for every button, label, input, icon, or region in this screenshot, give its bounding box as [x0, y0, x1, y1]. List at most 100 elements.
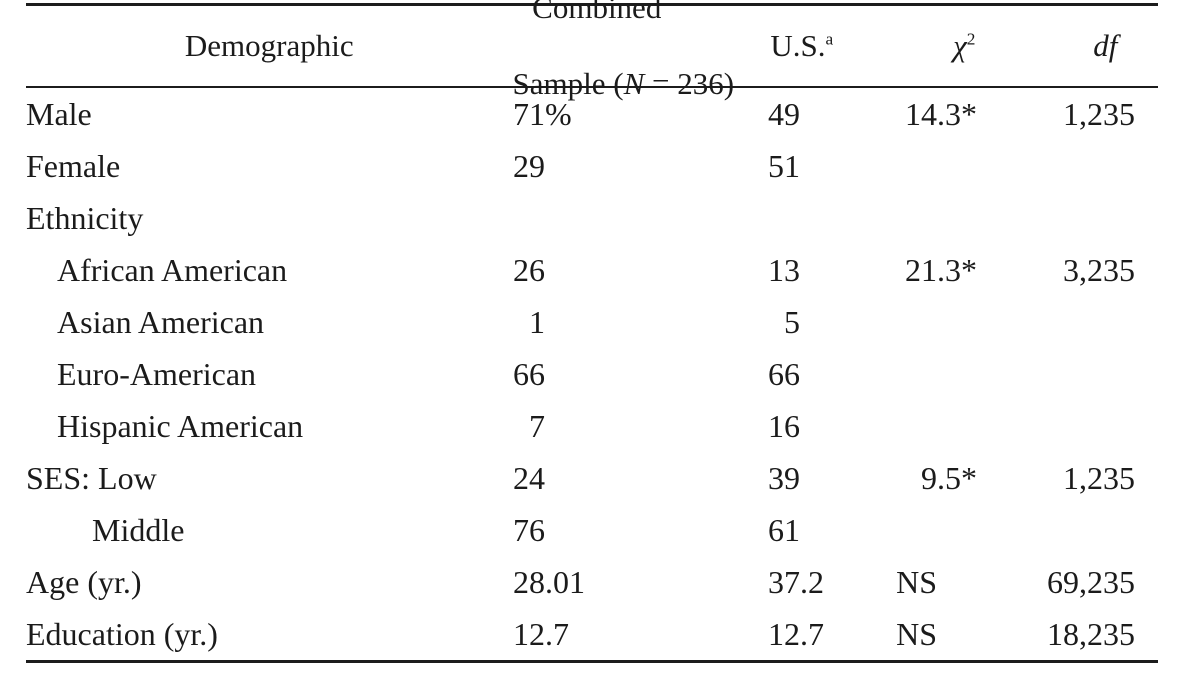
row-label: Euro-American [57, 355, 257, 392]
table-row: SES: Low 24 39 9.5* 1,235 [26, 452, 1158, 504]
value-frac [800, 252, 876, 289]
header-df-label: df [1093, 28, 1118, 63]
value-int: 76 [513, 511, 545, 548]
us-value: 39 [681, 460, 876, 497]
value-frac [800, 96, 876, 133]
table-row: Hispanic American 7 16 [26, 400, 1158, 452]
us-value: 16 [681, 408, 876, 445]
table-row: Male 71% 49 14.3* 1,235 [26, 88, 1158, 140]
table-row: African American 26 13 21.3* 3,235 [26, 244, 1158, 296]
value-frac [800, 408, 876, 445]
value-frac [937, 564, 1006, 601]
header-sample-pre: Sample ( [512, 66, 624, 101]
value-frac [545, 460, 681, 497]
combined-sample-value: 29 [466, 148, 681, 185]
df-value: 3,235 [1063, 251, 1135, 288]
header-us-label: U.S. [770, 28, 826, 63]
us-value: 12.7 [681, 616, 876, 653]
row-label: Middle [92, 511, 185, 548]
table-row: Education (yr.) 12.7 12.7 NS 18,235 [26, 608, 1158, 660]
value-frac [800, 512, 876, 549]
value-frac [800, 304, 876, 341]
combined-sample-value: 1 [466, 304, 681, 341]
value-int: 28 [513, 563, 545, 600]
value-int: 61 [768, 511, 800, 548]
value-int: 49 [768, 95, 800, 132]
row-label: Hispanic American [57, 407, 304, 444]
table-header-row: Demographic Combined Sample (N = 236) U.… [26, 0, 1158, 101]
chi-symbol: χ [953, 28, 967, 63]
value-int: 24 [513, 459, 545, 496]
value-int: 7 [529, 407, 545, 444]
value-int: 16 [768, 407, 800, 444]
row-label: Ethnicity [26, 199, 144, 236]
row-label: Female [26, 147, 121, 184]
combined-sample-value: 28.01 [466, 564, 681, 601]
combined-sample-value: 66 [466, 356, 681, 393]
value-int: 13 [768, 251, 800, 288]
header-us-footnote-marker: a [825, 29, 834, 49]
combined-sample-value: 12.7 [466, 616, 681, 653]
value-int: 26 [513, 251, 545, 288]
row-label: Asian American [57, 303, 265, 340]
us-value: 13 [681, 252, 876, 289]
df-value: 1,235 [1063, 459, 1135, 496]
table-row: Ethnicity [26, 192, 1158, 244]
value-int: 12 [513, 615, 545, 652]
combined-sample-value: 24 [466, 460, 681, 497]
df-value: 18,235 [1047, 615, 1135, 652]
value-frac: .01 [545, 563, 585, 600]
row-label: SES: Low [26, 459, 157, 496]
value-frac [545, 148, 681, 185]
value-int: 1 [529, 303, 545, 340]
us-value: 5 [681, 304, 876, 341]
demographics-table: Demographic Combined Sample (N = 236) U.… [26, 0, 1158, 663]
chi-square-value: 9.5* [876, 460, 1006, 497]
value-int: 66 [768, 355, 800, 392]
value-int: 5 [784, 303, 800, 340]
value-int: 39 [768, 459, 800, 496]
value-frac [800, 148, 876, 185]
row-label: Male [26, 95, 92, 132]
combined-sample-value: 26 [466, 252, 681, 289]
value-int: 29 [513, 147, 545, 184]
value-frac: .5* [937, 459, 977, 496]
value-int: 51 [768, 147, 800, 184]
value-frac: .7 [545, 615, 569, 652]
combined-sample-value: 7 [466, 408, 681, 445]
us-value: 61 [681, 512, 876, 549]
header-combined-sample: Combined Sample (N = 236) [466, 0, 735, 141]
chi-square-value: NS [876, 564, 1006, 601]
table-body: Male 71% 49 14.3* 1,235 Female 29 51 Eth… [26, 88, 1158, 663]
value-int: 66 [513, 355, 545, 392]
table-row: Middle 76 61 [26, 504, 1158, 556]
us-value: 66 [681, 356, 876, 393]
value-int: 71 [513, 95, 545, 132]
value-int: 9 [921, 459, 937, 496]
chi-square-value: 14.3* [876, 96, 1006, 133]
us-value: 37.2 [681, 564, 876, 601]
value-int: NS [896, 615, 937, 652]
header-demographic-label: Demographic [184, 28, 354, 63]
value-frac: .7 [800, 615, 824, 652]
chi-square-value: 21.3* [876, 252, 1006, 289]
value-frac [545, 356, 681, 393]
table-row: Euro-American 66 66 [26, 348, 1158, 400]
value-int: 21 [905, 251, 937, 288]
value-frac: % [545, 95, 572, 132]
row-label: African American [57, 251, 288, 288]
df-value: 69,235 [1047, 563, 1135, 600]
value-frac [800, 460, 876, 497]
table-row: Age (yr.) 28.01 37.2 NS 69,235 [26, 556, 1158, 608]
chi-square-value: NS [876, 616, 1006, 653]
value-int: 14 [905, 95, 937, 132]
value-int: NS [896, 563, 937, 600]
header-sample-post: = 236) [644, 66, 735, 101]
header-combined-line1: Combined [532, 0, 662, 25]
value-frac [545, 512, 681, 549]
value-int: 12 [768, 615, 800, 652]
value-frac: .2 [800, 563, 824, 600]
header-chi-square: χ2 [876, 0, 1006, 100]
us-value: 49 [681, 96, 876, 133]
header-combined-line2: Sample (N = 236) [513, 66, 735, 101]
